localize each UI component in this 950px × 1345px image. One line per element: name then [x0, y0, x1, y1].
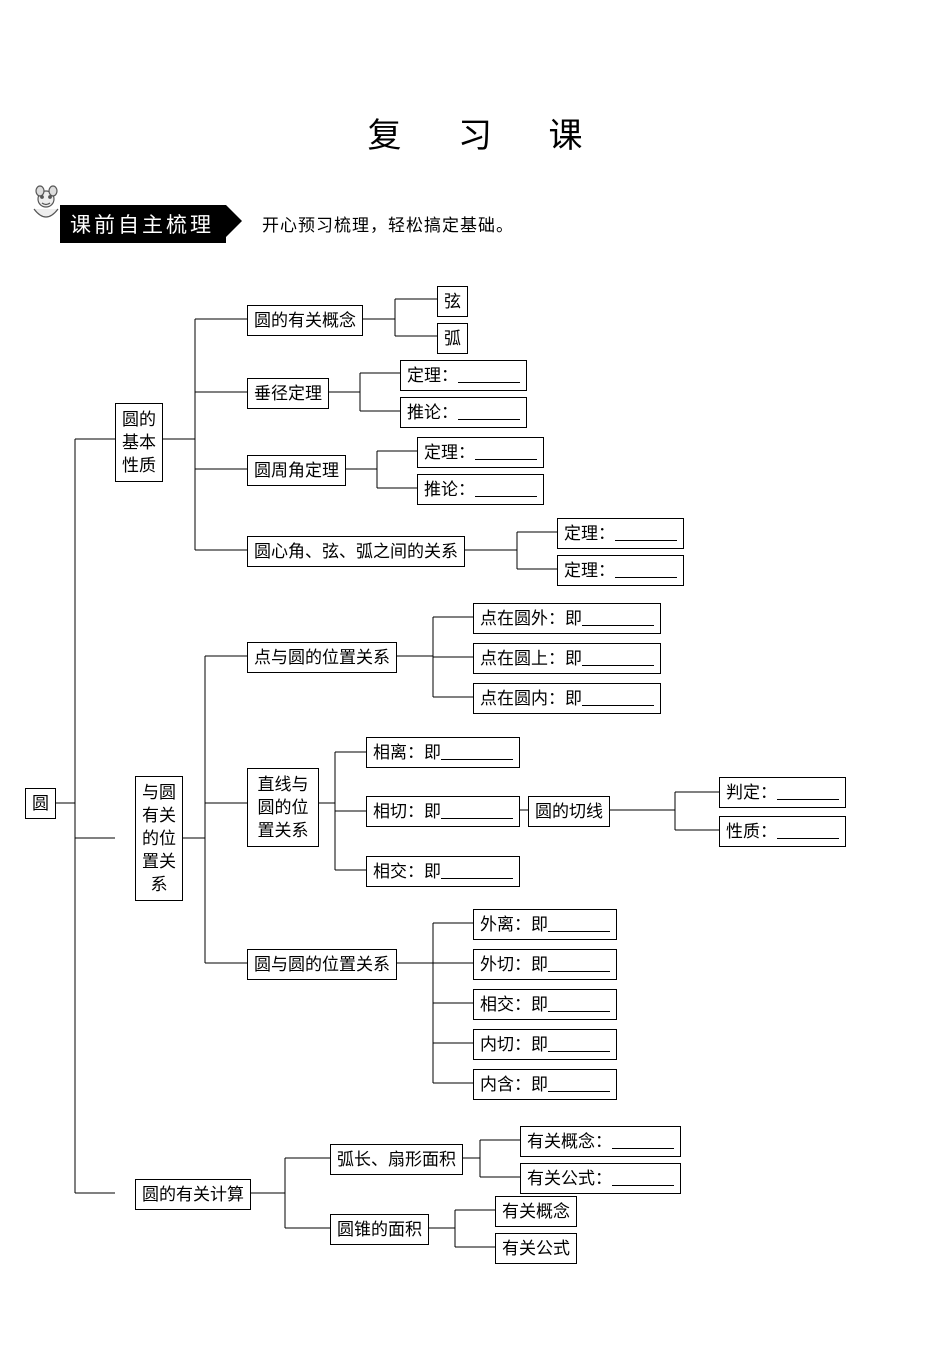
node-arc-1: 有关公式： — [520, 1163, 681, 1194]
node-perp-1: 推论： — [400, 397, 527, 428]
node-insc-1: 推论： — [417, 474, 544, 505]
fill-blank — [441, 743, 513, 760]
fill-blank — [777, 783, 839, 800]
node-ln-0: 相离：即 — [366, 737, 520, 768]
node-pt-1: 点在圆上：即 — [473, 643, 661, 674]
fill-blank — [458, 366, 520, 383]
node-prop-3: 圆心角、弦、弧之间的关系 — [247, 536, 465, 567]
node-cc-0: 外离：即 — [473, 909, 617, 940]
fill-blank — [582, 689, 654, 706]
node-insc-0: 定理： — [417, 437, 544, 468]
node-concept-1: 弧 — [437, 323, 468, 354]
node-prop-0: 圆的有关概念 — [247, 305, 363, 336]
node-cc-1: 外切：即 — [473, 949, 617, 980]
fill-blank — [548, 1035, 610, 1052]
node-tan-1: 性质： — [719, 816, 846, 847]
fill-blank — [777, 822, 839, 839]
node-prop-1: 垂径定理 — [247, 378, 329, 409]
fill-blank — [548, 955, 610, 972]
node-cc-3: 内切：即 — [473, 1029, 617, 1060]
node-pt-2: 点在圆内：即 — [473, 683, 661, 714]
node-rel-0: 点与圆的位置关系 — [247, 642, 397, 673]
section-subtitle: 开心预习梳理，轻松搞定基础。 — [262, 211, 514, 236]
node-l1-2: 圆的有关计算 — [135, 1179, 251, 1210]
node-calc-0: 弧长、扇形面积 — [330, 1144, 463, 1175]
fill-blank — [582, 609, 654, 626]
fill-blank — [582, 649, 654, 666]
node-central-1: 定理： — [557, 555, 684, 586]
node-central-0: 定理： — [557, 518, 684, 549]
fill-blank — [612, 1132, 674, 1149]
fill-blank — [612, 1169, 674, 1186]
page-title: 复 习 课 — [0, 23, 950, 182]
node-rel-2: 圆与圆的位置关系 — [247, 949, 397, 980]
node-ln-1: 相切：即 — [366, 796, 520, 827]
node-cc-2: 相交：即 — [473, 989, 617, 1020]
node-perp-0: 定理： — [400, 360, 527, 391]
fill-blank — [475, 480, 537, 497]
section-badge: 课前自主梳理 — [60, 205, 226, 243]
fill-blank — [441, 862, 513, 879]
fill-blank — [458, 403, 520, 420]
node-prop-2: 圆周角定理 — [247, 455, 346, 486]
node-ln-2: 相交：即 — [366, 856, 520, 887]
mindmap-diagram: 圆 圆的 基本 性质与圆 有关 的位 置关 系圆的有关计算 圆的有关概念垂径定理圆周… — [25, 273, 905, 1273]
node-cc-4: 内含：即 — [473, 1069, 617, 1100]
node-pt-0: 点在圆外：即 — [473, 603, 661, 634]
node-arc-0: 有关概念： — [520, 1126, 681, 1157]
node-l1-0: 圆的 基本 性质 — [115, 403, 163, 482]
fill-blank — [548, 1075, 610, 1092]
node-root: 圆 — [25, 788, 56, 819]
fill-blank — [548, 995, 610, 1012]
node-concept-0: 弦 — [437, 286, 468, 317]
node-tangent: 圆的切线 — [528, 796, 610, 827]
fill-blank — [475, 443, 537, 460]
fill-blank — [548, 915, 610, 932]
node-cone-1: 有关公式 — [495, 1233, 577, 1264]
fill-blank — [615, 561, 677, 578]
fill-blank — [615, 524, 677, 541]
node-tan-0: 判定： — [719, 777, 846, 808]
section-header: 课前自主梳理 开心预习梳理，轻松搞定基础。 — [0, 205, 950, 243]
node-rel-1: 直线与 圆的位 置关系 — [247, 768, 319, 847]
fill-blank — [441, 802, 513, 819]
node-l1-1: 与圆 有关 的位 置关 系 — [135, 776, 183, 901]
node-cone-0: 有关概念 — [495, 1196, 577, 1227]
node-calc-1: 圆锥的面积 — [330, 1214, 429, 1245]
